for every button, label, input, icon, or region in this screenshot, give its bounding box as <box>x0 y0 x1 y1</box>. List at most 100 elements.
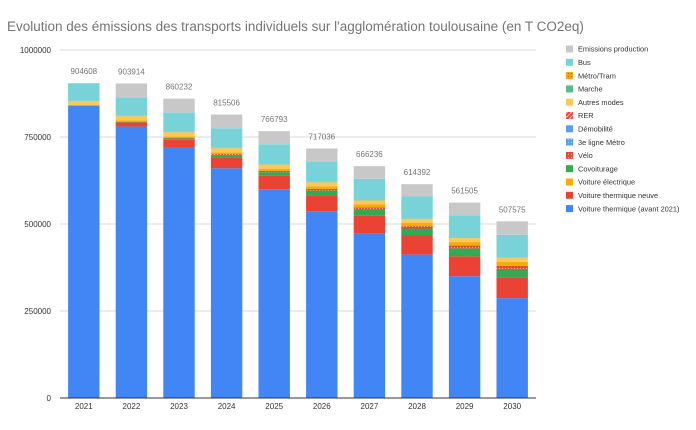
bar-total-label: 815506 <box>213 99 240 108</box>
x-tick-label: 2022 <box>123 402 141 411</box>
bar-segment <box>306 161 338 182</box>
bar-segment <box>258 175 290 190</box>
bar-total-label: 507575 <box>499 205 526 214</box>
bar-segment <box>115 122 148 127</box>
legend-swatch <box>566 72 573 80</box>
bar-segment <box>401 218 433 223</box>
x-tick-label: 2030 <box>503 402 521 411</box>
legend-swatch <box>566 125 573 133</box>
bar-segment <box>448 237 481 243</box>
bar-total-label: 903914 <box>118 67 145 76</box>
bar-segment <box>353 207 386 210</box>
legend-swatch <box>566 151 573 159</box>
bars <box>68 83 528 399</box>
bar-segment <box>210 154 243 156</box>
bar-segment <box>163 136 195 138</box>
bar-segment <box>306 186 338 189</box>
bar-segment <box>115 120 148 122</box>
bar-segment <box>401 228 433 236</box>
y-tick-label: 500000 <box>24 220 51 229</box>
x-tick-label: 2023 <box>170 402 188 411</box>
legend-label: Autres modes <box>578 98 624 107</box>
bar-total-label: 717036 <box>308 132 335 141</box>
legend-swatch <box>566 191 573 199</box>
bar-segment <box>353 200 386 205</box>
bar-segment <box>68 105 100 399</box>
legend-label: RER <box>578 111 594 120</box>
x-tick-label: 2025 <box>265 402 283 411</box>
bar-segment <box>353 178 386 200</box>
bar-segment <box>210 155 243 158</box>
legend-swatch <box>566 138 573 146</box>
bar-segment <box>353 209 386 216</box>
bar-segment <box>210 168 243 398</box>
bar-segment <box>401 254 433 398</box>
bar-segment <box>115 116 148 121</box>
bar-total-label: 561505 <box>451 187 478 196</box>
bar-segment <box>258 144 290 165</box>
bar-segment <box>353 166 386 179</box>
legend-swatch <box>566 165 573 173</box>
legend-swatch <box>566 98 573 106</box>
bar-segment <box>401 235 433 255</box>
bar-segment <box>115 126 148 398</box>
bar-total-label: 614392 <box>404 168 431 177</box>
legend-label: Emissions production <box>578 45 648 54</box>
x-tick-label: 2021 <box>75 402 93 411</box>
bar-segment <box>448 242 481 246</box>
bar-segment <box>306 211 338 398</box>
bar-segment <box>68 104 100 106</box>
x-tick-label: 2024 <box>218 402 236 411</box>
bar-segment <box>115 83 148 98</box>
bar-segment <box>496 234 528 258</box>
bar-segment <box>401 196 433 219</box>
legend-label: Voiture thermique neuve <box>578 191 658 200</box>
bar-segment <box>401 222 433 227</box>
legend-swatch <box>566 178 573 186</box>
bar-segment <box>258 170 290 173</box>
bar-segment <box>306 190 338 196</box>
bar-segment <box>210 152 243 155</box>
bar-segment <box>163 137 195 139</box>
bar-segment <box>496 268 528 278</box>
legend-swatch <box>566 58 573 66</box>
bar-segment <box>115 97 148 116</box>
bar-segment <box>448 202 481 216</box>
y-axis-ticks: 0 250000 500000 750000 1000000 <box>20 46 52 403</box>
legend-label: Bus <box>578 58 591 67</box>
bar-segment <box>68 100 100 105</box>
y-tick-label: 750000 <box>24 133 51 142</box>
bar-segment <box>448 245 481 249</box>
bar-segment <box>353 233 386 398</box>
bar-total-label: 904608 <box>70 67 97 76</box>
bar-segment <box>496 257 528 262</box>
y-tick-label: 250000 <box>24 307 51 316</box>
x-tick-label: 2026 <box>313 402 331 411</box>
bar-segment <box>401 184 433 197</box>
x-axis-ticks: 2021 2022 2023 2024 2025 2026 2027 2028 2029 2030 <box>75 402 522 411</box>
bar-segment <box>210 114 243 129</box>
bar-total-label: 766793 <box>261 115 288 124</box>
x-tick-label: 2029 <box>456 402 474 411</box>
y-tick-label: 0 <box>47 394 52 403</box>
bar-segment <box>496 221 528 235</box>
bar-segment <box>115 121 148 123</box>
bar-segment <box>448 248 481 257</box>
bar-segment <box>306 188 338 191</box>
bar-segment <box>496 265 528 269</box>
bar-segment <box>306 195 338 212</box>
legend-swatch <box>566 45 573 53</box>
legend-label: 3e ligne Métro <box>578 138 625 147</box>
y-tick-label: 1000000 <box>20 46 52 55</box>
bar-segment <box>448 215 481 238</box>
legend-label: Covoiturage <box>578 164 618 173</box>
bar-segment <box>210 157 243 169</box>
legend-label: Voiture thermique (avant 2021) <box>578 204 679 213</box>
chart-title: Evolution des émissions des transports i… <box>7 19 584 34</box>
legend-swatch <box>566 205 573 213</box>
bar-segment <box>496 298 528 398</box>
x-tick-label: 2028 <box>408 402 426 411</box>
x-tick-label: 2027 <box>361 402 379 411</box>
bar-segment <box>353 215 386 234</box>
